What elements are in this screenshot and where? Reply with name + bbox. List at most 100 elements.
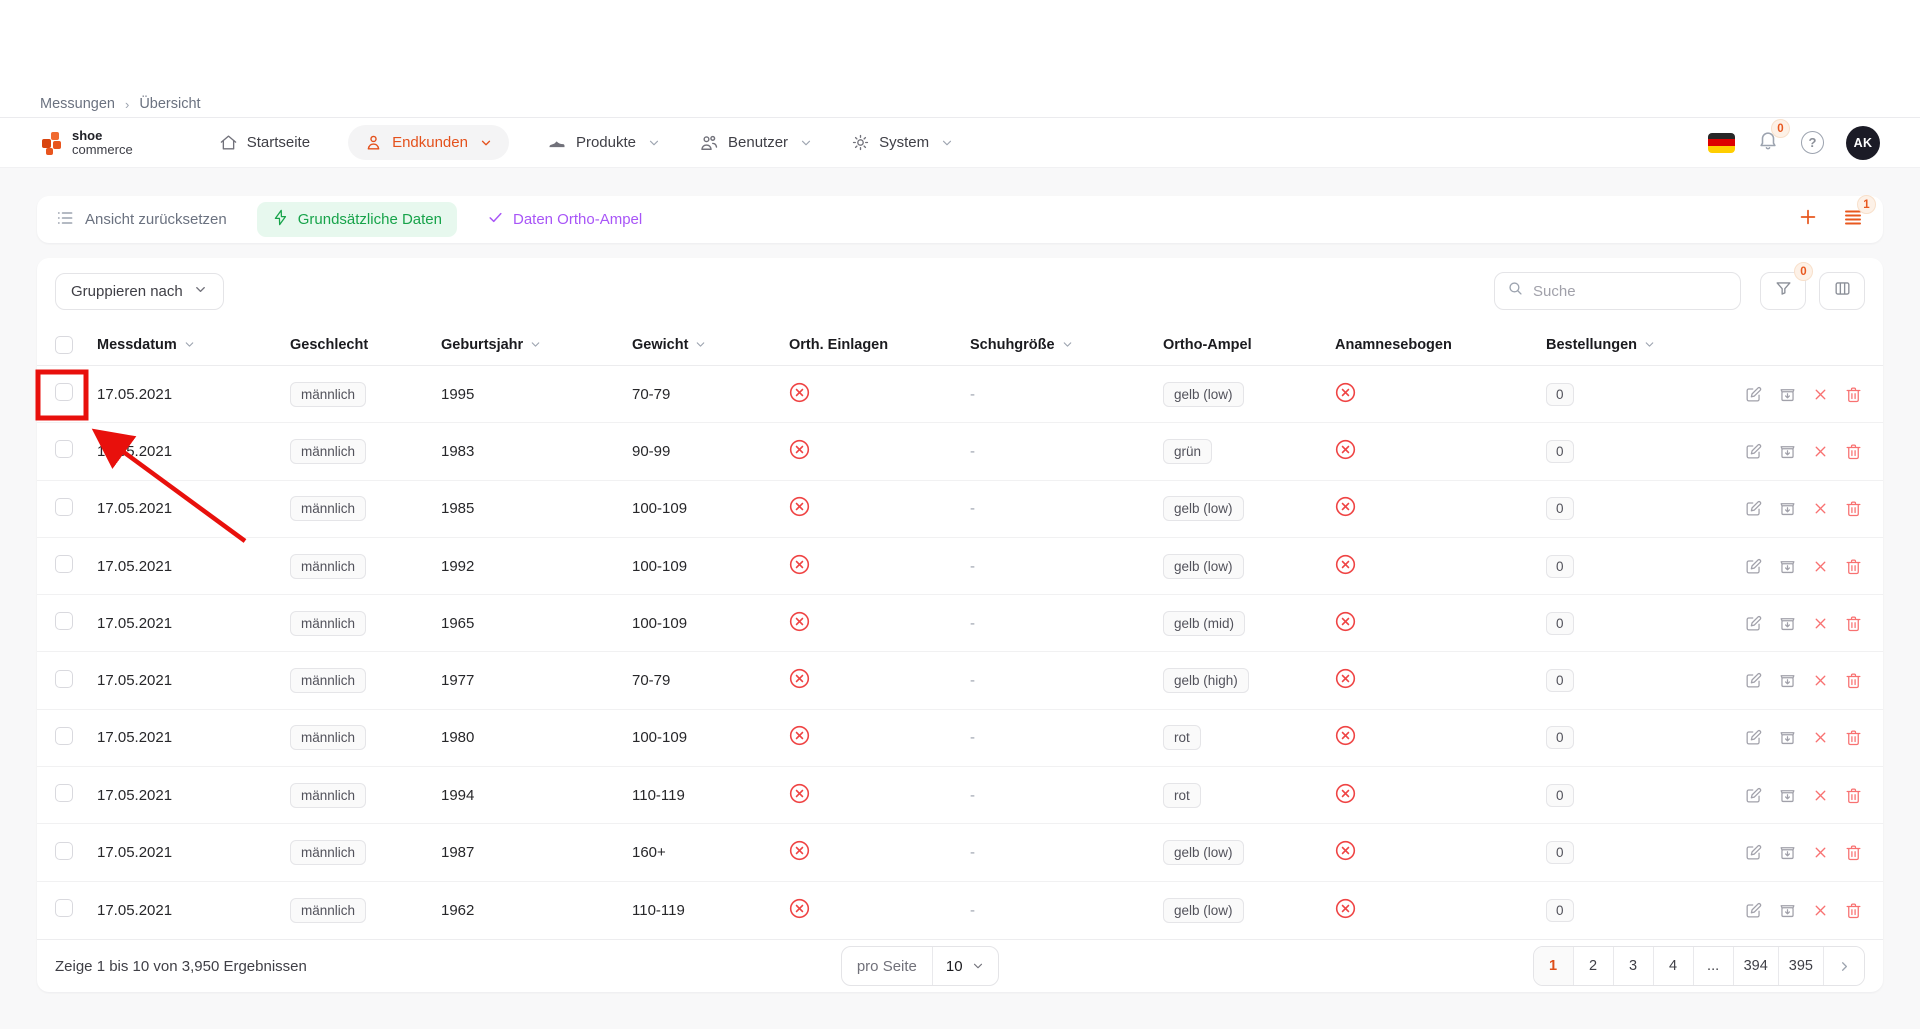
edit-button[interactable]: [1744, 671, 1763, 690]
avatar[interactable]: AK: [1846, 125, 1880, 160]
orders-badge: 0: [1546, 439, 1574, 463]
page-button-1[interactable]: 1: [1533, 947, 1574, 985]
page-button-394[interactable]: 394: [1733, 947, 1779, 985]
columns-button[interactable]: [1819, 272, 1865, 310]
cancel-row-button[interactable]: [1812, 615, 1829, 632]
archive-button[interactable]: [1778, 786, 1797, 805]
edit-button[interactable]: [1744, 786, 1763, 805]
edit-button[interactable]: [1744, 728, 1763, 747]
column-header-orth-einlagen[interactable]: Orth. Einlagen: [789, 336, 889, 353]
cancel-row-button[interactable]: [1812, 787, 1829, 804]
column-header-geburtsjahr[interactable]: Geburtsjahr: [441, 337, 632, 353]
column-header-schuhgroesse[interactable]: Schuhgröße: [970, 337, 1163, 353]
per-page-select[interactable]: 10: [933, 947, 998, 985]
edit-button[interactable]: [1744, 442, 1763, 461]
language-flag-german[interactable]: [1708, 132, 1735, 153]
gender-badge: männlich: [290, 897, 367, 923]
row-checkbox[interactable]: [55, 612, 73, 631]
edit-button[interactable]: [1744, 557, 1763, 576]
row-checkbox[interactable]: [55, 669, 73, 688]
red-circle-x-icon: [789, 382, 810, 407]
archive-button[interactable]: [1778, 843, 1797, 862]
column-header-bestellungen[interactable]: Bestellungen: [1546, 337, 1713, 353]
archive-button[interactable]: [1778, 614, 1797, 633]
row-checkbox[interactable]: [55, 555, 73, 574]
cancel-row-button[interactable]: [1812, 672, 1829, 689]
column-header-geschlecht[interactable]: Geschlecht: [290, 336, 369, 353]
page-button-4[interactable]: 4: [1653, 947, 1694, 985]
page-button-3[interactable]: 3: [1613, 947, 1654, 985]
delete-button[interactable]: [1844, 385, 1863, 404]
delete-button[interactable]: [1844, 843, 1863, 862]
archive-button[interactable]: [1778, 728, 1797, 747]
cell-orth-einlagen: [789, 668, 970, 693]
cancel-row-button[interactable]: [1812, 844, 1829, 861]
basic-data-tab[interactable]: Grundsätzliche Daten: [256, 202, 457, 237]
saved-views-button[interactable]: 1: [1841, 195, 1876, 234]
cancel-row-button[interactable]: [1812, 500, 1829, 517]
select-all-checkbox[interactable]: [55, 335, 73, 354]
ortho-ampel-data-tab[interactable]: Daten Ortho-Ampel: [487, 209, 642, 230]
red-circle-x-icon: [789, 611, 810, 636]
next-page-button[interactable]: [1824, 947, 1864, 985]
notifications-button[interactable]: 0: [1757, 119, 1790, 156]
cancel-row-button[interactable]: [1812, 902, 1829, 919]
shoe-icon: [547, 133, 567, 153]
add-view-button[interactable]: [1797, 206, 1819, 233]
nav-item-startseite[interactable]: Startseite: [219, 133, 310, 152]
column-header-gewicht[interactable]: Gewicht: [632, 337, 789, 353]
column-header-ortho-ampel[interactable]: Ortho-Ampel: [1163, 336, 1252, 353]
nav-item-system[interactable]: System: [851, 133, 954, 152]
archive-button[interactable]: [1778, 385, 1797, 404]
sort-chevron-icon: [1643, 338, 1656, 351]
row-checkbox[interactable]: [55, 784, 73, 803]
cancel-row-button[interactable]: [1812, 558, 1829, 575]
delete-button[interactable]: [1844, 499, 1863, 518]
column-header-anamnesebogen[interactable]: Anamnesebogen: [1335, 336, 1452, 353]
archive-button[interactable]: [1778, 557, 1797, 576]
breadcrumb-item-uebersicht[interactable]: Übersicht: [139, 96, 201, 112]
archive-button[interactable]: [1778, 901, 1797, 920]
reset-view-button[interactable]: Ansicht zurücksetzen: [55, 208, 227, 232]
cancel-row-button[interactable]: [1812, 443, 1829, 460]
nav-item-benutzer[interactable]: Benutzer: [699, 133, 813, 153]
logo[interactable]: shoe commerce: [42, 129, 133, 156]
cancel-row-button[interactable]: [1812, 729, 1829, 746]
filter-icon: [1774, 279, 1793, 303]
row-checkbox[interactable]: [55, 899, 73, 918]
delete-button[interactable]: [1844, 728, 1863, 747]
filter-button[interactable]: 0: [1760, 262, 1813, 310]
edit-button[interactable]: [1744, 901, 1763, 920]
row-checkbox[interactable]: [55, 497, 73, 516]
edit-button[interactable]: [1744, 843, 1763, 862]
delete-button[interactable]: [1844, 671, 1863, 690]
delete-button[interactable]: [1844, 786, 1863, 805]
nav-item-produkte[interactable]: Produkte: [547, 133, 661, 153]
archive-button[interactable]: [1778, 671, 1797, 690]
delete-button[interactable]: [1844, 442, 1863, 461]
nav-item-endkunden[interactable]: Endkunden: [348, 125, 509, 160]
cell-orth-einlagen: [789, 611, 970, 636]
row-checkbox[interactable]: [55, 440, 73, 459]
row-checkbox[interactable]: [55, 841, 73, 860]
edit-button[interactable]: [1744, 499, 1763, 518]
page-button-395[interactable]: 395: [1778, 947, 1824, 985]
cancel-row-button[interactable]: [1812, 386, 1829, 403]
cell-gewicht: 110-119: [632, 786, 685, 804]
column-header-messdatum[interactable]: Messdatum: [97, 337, 290, 353]
group-by-dropdown[interactable]: Gruppieren nach: [55, 272, 224, 310]
delete-button[interactable]: [1844, 557, 1863, 576]
row-checkbox[interactable]: [55, 383, 73, 402]
row-checkbox[interactable]: [55, 726, 73, 745]
edit-button[interactable]: [1744, 385, 1763, 404]
search-input[interactable]: [1533, 282, 1728, 300]
archive-button[interactable]: [1778, 499, 1797, 518]
delete-button[interactable]: [1844, 614, 1863, 633]
help-button[interactable]: ?: [1801, 131, 1824, 154]
edit-button[interactable]: [1744, 614, 1763, 633]
archive-button[interactable]: [1778, 442, 1797, 461]
page-button-2[interactable]: 2: [1573, 947, 1614, 985]
orders-badge: 0: [1546, 783, 1574, 807]
breadcrumb-item-messungen[interactable]: Messungen: [40, 96, 115, 112]
delete-button[interactable]: [1844, 901, 1863, 920]
